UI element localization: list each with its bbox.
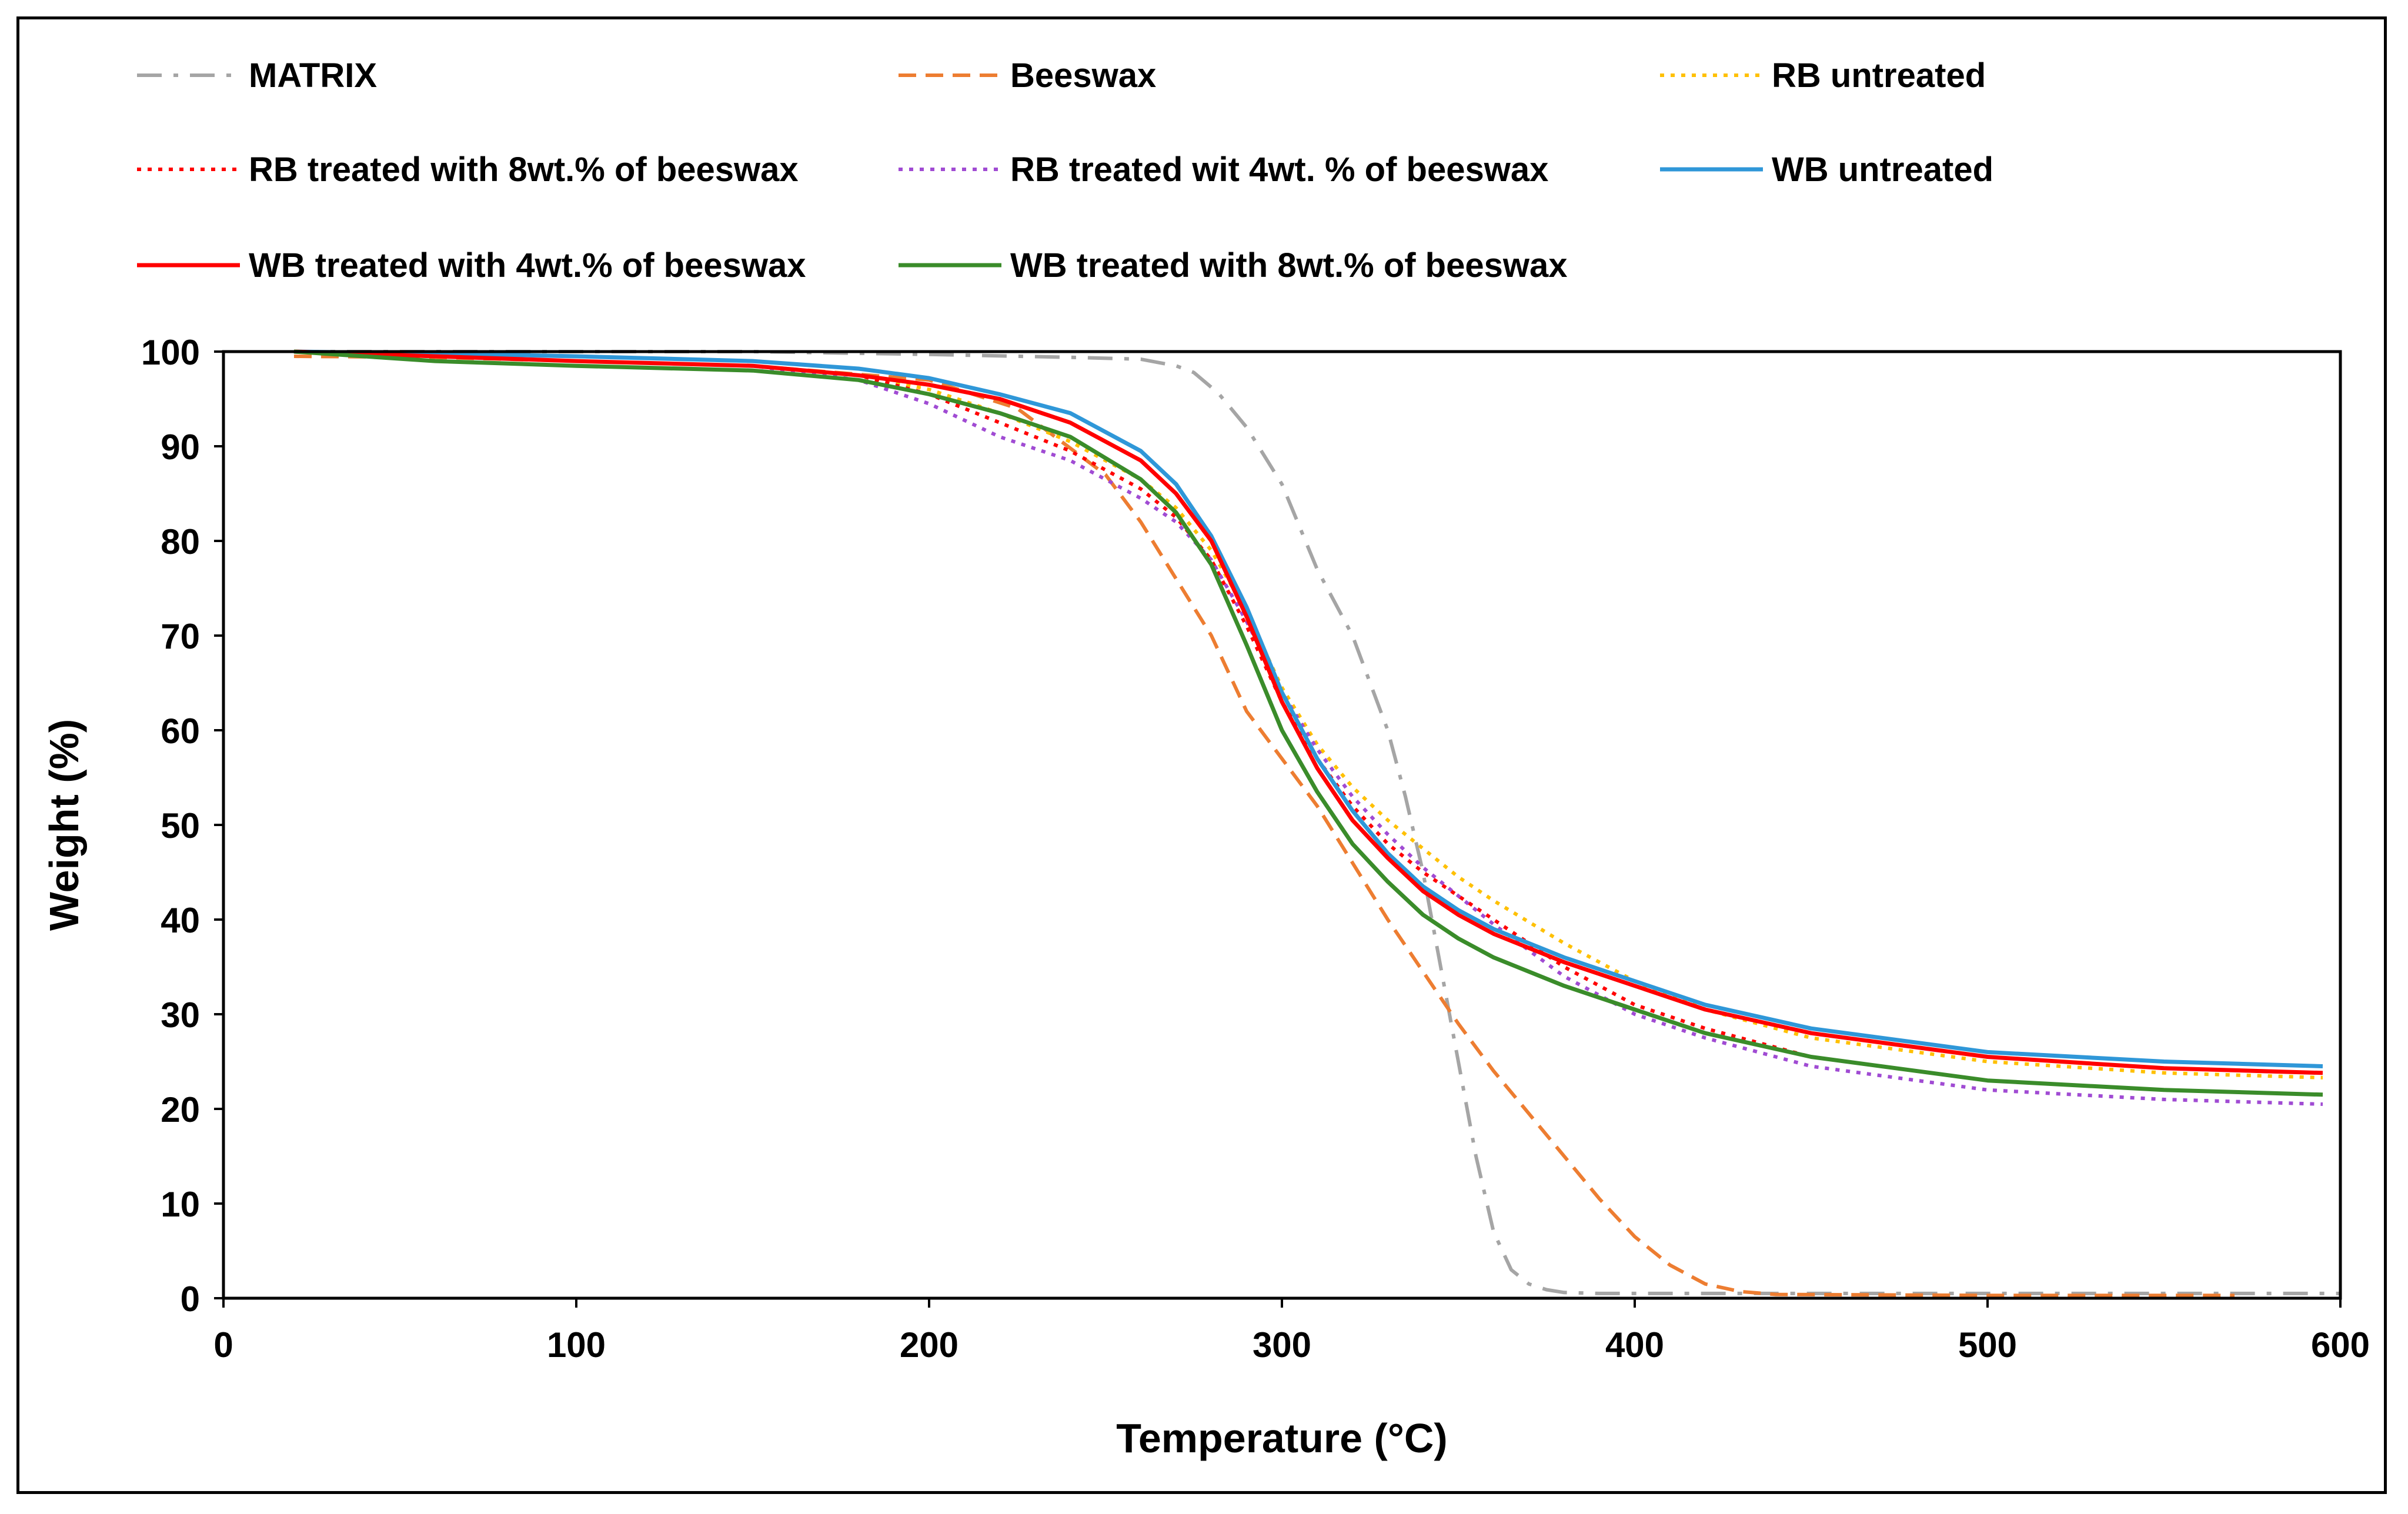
x-axis-title: Temperature (°C)	[1116, 1415, 1447, 1461]
y-tick-label: 40	[161, 901, 200, 940]
plot-area-border	[222, 350, 2342, 1300]
y-tick-label: 80	[161, 522, 200, 562]
series-line-beeswax	[293, 355, 2235, 1298]
chart-frame: MATRIX Beeswax RB untreated RB treated with…	[16, 16, 2387, 1494]
y-tick-label: 70	[161, 617, 200, 656]
legend: MATRIX Beeswax RB untreated RB treated with…	[137, 56, 1993, 285]
legend-label-matrix: MATRIX	[249, 56, 377, 95]
x-tick-label: 100	[547, 1325, 606, 1365]
y-tick-label: 20	[161, 1090, 200, 1129]
y-axis-title: Weight (%)	[41, 719, 87, 931]
legend-label-beeswax: Beeswax	[1010, 56, 1156, 95]
legend-label-wb-treated-with-4wt-of-beeswax: WB treated with 4wt.% of beeswax	[249, 246, 806, 285]
legend-label-wb-untreated: WB untreated	[1772, 151, 1993, 189]
series-line-rb-treated-with-8wt-of-beeswax	[293, 350, 2323, 1097]
axes: 0 100 200 300 400 500 600 0 10 20 30 40 50 60 70 80 90 10…	[141, 333, 2370, 1365]
series-line-wb-untreated	[293, 349, 2323, 1068]
tga-chart: MATRIX Beeswax RB untreated RB treated with…	[41, 56, 2370, 1461]
legend-label-rb-treated-with-8wt-of-beeswax: RB treated with 8wt.% of beeswax	[249, 151, 799, 189]
x-tick-label: 400	[1605, 1325, 1664, 1365]
series-line-wb-treated-with-4wt-of-beeswax	[293, 349, 2323, 1075]
x-tick-label: 600	[2311, 1325, 2370, 1365]
y-tick-label: 90	[161, 427, 200, 467]
legend-label-wb-treated-with-8wt-of-beeswax: WB treated with 8wt.% of beeswax	[1010, 246, 1568, 285]
x-tick-label: 0	[213, 1325, 233, 1365]
legend-label-rb-untreated: RB untreated	[1772, 56, 1986, 95]
y-tick-label: 50	[161, 806, 200, 845]
series-line-matrix	[294, 350, 2340, 1295]
y-tick-label: 30	[161, 995, 200, 1035]
x-tick-label: 500	[1958, 1325, 2017, 1365]
y-tick-label: 10	[161, 1185, 200, 1224]
series-line-rb-treated-wit-4wt-of-beeswax	[293, 350, 2323, 1106]
x-tick-label: 200	[900, 1325, 958, 1365]
plot-series	[293, 349, 2340, 1298]
y-tick-label: 60	[161, 711, 200, 751]
x-tick-label: 300	[1253, 1325, 1311, 1365]
series-line-wb-treated-with-8wt-of-beeswax	[293, 349, 2323, 1097]
y-tick-label: 0	[181, 1279, 200, 1319]
y-tick-label: 100	[141, 333, 200, 372]
legend-label-rb-treated-wit-4wt-of-beeswax: RB treated wit 4wt. % of beeswax	[1010, 151, 1548, 189]
series-line-rb-untreated	[293, 350, 2323, 1079]
